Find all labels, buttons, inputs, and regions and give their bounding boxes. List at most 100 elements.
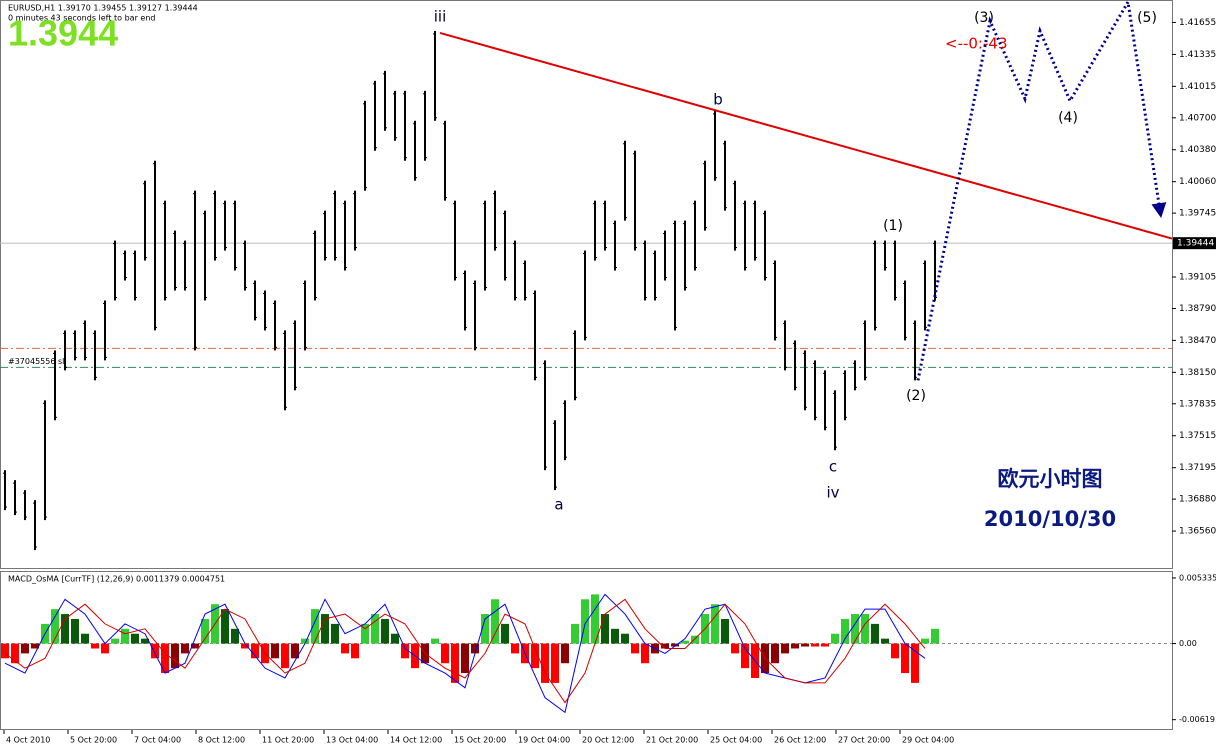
wave-label: iv <box>826 484 839 502</box>
histogram-bar <box>731 643 739 654</box>
symbol-line: EURUSD,H1 1.39170 1.39455 1.39127 1.3944… <box>8 4 198 13</box>
x-tick-label: 8 Oct 12:00 <box>198 736 245 745</box>
y-tick-label: 1.40380 <box>1179 145 1216 155</box>
histogram-bar <box>491 599 499 644</box>
x-tick-label: 4 Oct 2010 <box>6 736 50 745</box>
histogram-bar <box>301 638 309 644</box>
y-tick-label: 0.00 <box>1179 639 1197 648</box>
macd-line <box>4 593 926 714</box>
histogram-bar <box>531 643 539 669</box>
wave-label: (1) <box>883 218 903 234</box>
histogram-bar <box>31 643 39 649</box>
histogram-bar <box>851 614 859 644</box>
histogram-bar <box>831 633 839 644</box>
histogram-bar <box>581 599 589 644</box>
histogram-bar <box>561 643 569 664</box>
histogram-bar <box>921 638 929 644</box>
y-tick-label: 1.41015 <box>1179 82 1216 92</box>
wave-label: b <box>713 91 723 109</box>
histogram-bar <box>461 643 469 674</box>
histogram-bar <box>471 643 479 654</box>
histogram-bar <box>371 614 379 644</box>
histogram-bar <box>551 643 559 683</box>
histogram-bar <box>791 643 799 649</box>
histogram-bar <box>661 643 669 649</box>
histogram-bar <box>241 643 249 649</box>
y-tick-label: 1.36880 <box>1179 495 1216 505</box>
y-tick-label: 1.40700 <box>1179 113 1216 123</box>
histogram-bar <box>391 633 399 644</box>
histogram-bar <box>71 618 79 644</box>
histogram-bar <box>771 643 779 664</box>
histogram-bar <box>821 643 829 647</box>
y-tick-label: 1.36560 <box>1179 527 1216 537</box>
histogram-bar <box>881 638 889 644</box>
macd-panel <box>0 571 1173 730</box>
histogram-bar <box>281 643 289 669</box>
histogram-bar <box>711 604 719 644</box>
watermark: 欧元小时图 <box>998 467 1103 491</box>
histogram-bar <box>21 643 29 654</box>
histogram-bar <box>1 643 9 659</box>
current-price-label: 1.39444 <box>1177 239 1214 249</box>
histogram-bar <box>271 643 279 659</box>
big-price: 1.3944 <box>8 13 118 54</box>
histogram-bar <box>181 643 189 654</box>
histogram-bar <box>681 640 689 644</box>
wave-label: c <box>829 458 837 476</box>
histogram-bar <box>861 614 869 644</box>
histogram-bar <box>61 614 69 644</box>
histogram-bar <box>131 633 139 644</box>
histogram-bar <box>781 643 789 654</box>
histogram-bar <box>441 643 449 664</box>
wave-label: (5) <box>1137 10 1157 26</box>
histogram-bar <box>91 643 99 649</box>
x-tick-label: 13 Oct 04:00 <box>326 736 378 745</box>
histogram-bar <box>291 643 299 659</box>
histogram-bar <box>741 643 749 669</box>
histogram-bar <box>361 623 369 644</box>
histogram-bar <box>721 618 729 644</box>
y-tick-label: 1.37195 <box>1179 463 1216 473</box>
macd-line <box>4 598 926 704</box>
wave-projection <box>916 0 1167 381</box>
wave-label: (4) <box>1058 110 1078 126</box>
y-tick-label: 1.39105 <box>1179 273 1216 283</box>
histogram-bar <box>801 643 809 647</box>
x-tick-label: 15 Oct 20:00 <box>454 736 506 745</box>
y-tick-label: 1.41655 <box>1179 18 1216 28</box>
x-tick-label: 27 Oct 20:00 <box>838 736 890 745</box>
histogram-bar <box>321 614 329 644</box>
histogram-bar <box>571 623 579 644</box>
histogram-bar <box>931 628 939 644</box>
histogram-bar <box>311 609 319 644</box>
histogram-bar <box>841 618 849 644</box>
histogram-bar <box>671 643 679 647</box>
y-tick-label: 1.41335 <box>1179 50 1216 60</box>
histogram-bar <box>891 643 899 659</box>
x-tick-label: 11 Oct 20:00 <box>262 736 314 745</box>
histogram-bar <box>901 643 909 674</box>
histogram-bar <box>161 643 169 674</box>
histogram-bar <box>191 643 199 649</box>
macd-title: MACD_OsMA [CurrTF] (12,26,9) 0.0011379 0… <box>8 575 225 584</box>
histogram-bar <box>911 643 919 683</box>
histogram-bar <box>151 643 159 659</box>
histogram-bar <box>201 618 209 644</box>
histogram-bar <box>811 643 819 647</box>
histogram-bar <box>381 618 389 644</box>
histogram-bar <box>251 643 259 659</box>
wave-label: a <box>554 496 563 514</box>
histogram-bar <box>221 609 229 644</box>
histogram-bar <box>511 643 519 654</box>
histogram-bar <box>231 628 239 644</box>
x-tick-label: 26 Oct 12:00 <box>774 736 826 745</box>
trendline <box>439 31 1173 240</box>
histogram-bar <box>501 623 509 644</box>
timer: 0 minutes 43 seconds left to bar end <box>8 14 155 23</box>
y-tick-label: 1.38790 <box>1179 304 1216 314</box>
histogram-bar <box>691 635 699 644</box>
histogram-bar <box>121 628 129 644</box>
x-tick-label: 19 Oct 04:00 <box>518 736 570 745</box>
wave-label: (3) <box>974 10 994 26</box>
